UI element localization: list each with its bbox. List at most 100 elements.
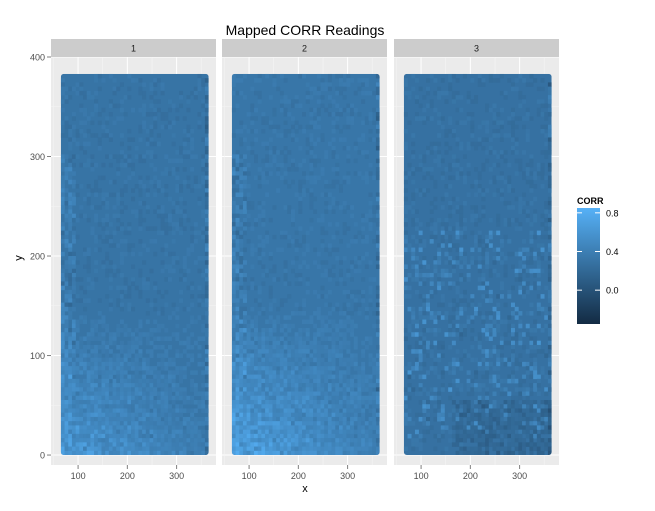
heatmap-cell [190, 417, 194, 422]
heatmap-cell [161, 434, 165, 439]
heatmap-cell [83, 358, 87, 363]
heatmap-cell [87, 442, 91, 447]
heatmap-cell [83, 438, 87, 443]
heatmap-cell [164, 400, 168, 405]
heatmap-cell [452, 264, 456, 269]
heatmap-cell [419, 222, 423, 227]
heatmap-cell [142, 408, 146, 413]
heatmap-cell [426, 341, 430, 346]
heatmap-cell [113, 430, 117, 435]
heatmap-cell [61, 260, 65, 265]
heatmap-cell [376, 396, 380, 401]
heatmap-cell [470, 294, 474, 299]
heatmap-cell [335, 421, 339, 426]
heatmap-cell [179, 159, 183, 164]
heatmap-cell [138, 78, 142, 83]
heatmap-cell [243, 201, 247, 206]
heatmap-cell [309, 205, 313, 210]
heatmap-cell [68, 214, 72, 219]
heatmap-cell [175, 226, 179, 231]
heatmap-cell [250, 243, 254, 248]
heatmap-cell [302, 400, 306, 405]
heatmap-cell [150, 226, 154, 231]
heatmap-cell [276, 315, 280, 320]
heatmap-cell [194, 383, 198, 388]
heatmap-cell [544, 226, 548, 231]
heatmap-cell [291, 430, 295, 435]
heatmap-cell [284, 417, 288, 422]
heatmap-cell [357, 256, 361, 261]
heatmap-cell [529, 248, 533, 253]
heatmap-cell [291, 324, 295, 329]
heatmap-cell [164, 434, 168, 439]
heatmap-cell [109, 366, 113, 371]
heatmap-cell [328, 362, 332, 367]
heatmap-cell [175, 413, 179, 418]
heatmap-cell [354, 366, 358, 371]
heatmap-cell [335, 396, 339, 401]
heatmap-cell [541, 125, 545, 130]
heatmap-cell [205, 417, 209, 422]
heatmap-cell [448, 201, 452, 206]
heatmap-cell [83, 264, 87, 269]
heatmap-cell [98, 366, 102, 371]
heatmap-cell [346, 430, 350, 435]
heatmap-cell [493, 400, 497, 405]
heatmap-cell [426, 303, 430, 308]
heatmap-cell [350, 104, 354, 109]
heatmap-cell [430, 281, 434, 286]
heatmap-cell [205, 167, 209, 172]
heatmap-cell [269, 396, 273, 401]
heatmap-cell [127, 438, 131, 443]
heatmap-cell [537, 349, 541, 354]
heatmap-cell [272, 417, 276, 422]
heatmap-cell [61, 303, 65, 308]
heatmap-cell [522, 150, 526, 155]
heatmap-cell [317, 74, 321, 79]
heatmap-cell [186, 447, 190, 452]
heatmap-cell [168, 108, 172, 113]
heatmap-cell [306, 375, 310, 380]
heatmap-cell [232, 192, 236, 197]
heatmap-cell [295, 370, 299, 375]
heatmap-cell [175, 353, 179, 358]
heatmap-cell [72, 286, 76, 291]
heatmap-cell [332, 387, 336, 392]
heatmap-cell [419, 358, 423, 363]
heatmap-cell [236, 239, 240, 244]
heatmap-cell [65, 273, 69, 278]
heatmap-cell [485, 243, 489, 248]
heatmap-cell [354, 269, 358, 274]
heatmap-cell [98, 235, 102, 240]
heatmap-cell [291, 413, 295, 418]
heatmap-cell [146, 370, 150, 375]
heatmap-cell [94, 430, 98, 435]
heatmap-cell [232, 298, 236, 303]
heatmap-cell [232, 358, 236, 363]
heatmap-cell [265, 413, 269, 418]
heatmap-cell [295, 383, 299, 388]
heatmap-cell [350, 404, 354, 409]
heatmap-cell [124, 400, 128, 405]
heatmap-cell [544, 387, 548, 392]
heatmap-cell [518, 222, 522, 227]
heatmap-cell [478, 277, 482, 282]
heatmap-cell [419, 87, 423, 92]
heatmap-cell [284, 108, 288, 113]
heatmap-cell [116, 197, 120, 202]
heatmap-cell [309, 201, 313, 206]
heatmap-cell [164, 404, 168, 409]
heatmap-cell [236, 176, 240, 181]
heatmap-cell [295, 256, 299, 261]
heatmap-cell [306, 430, 310, 435]
heatmap-cell [164, 243, 168, 248]
heatmap-cell [232, 171, 236, 176]
heatmap-cell [280, 108, 284, 113]
heatmap-cell [164, 303, 168, 308]
heatmap-cell [164, 396, 168, 401]
heatmap-cell [258, 345, 262, 350]
heatmap-cell [138, 273, 142, 278]
heatmap-cell [146, 112, 150, 117]
heatmap-cell [343, 95, 347, 100]
heatmap-cell [232, 366, 236, 371]
